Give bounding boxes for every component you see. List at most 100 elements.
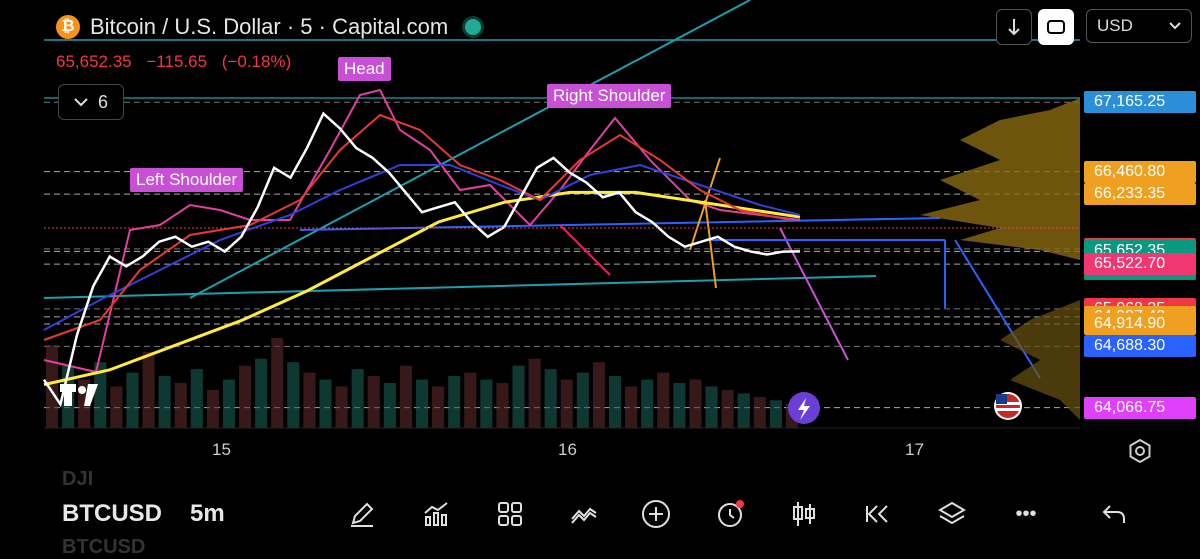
price-label-5[interactable]: 65,522.70	[1084, 253, 1196, 276]
volume-bar-43	[737, 393, 750, 428]
volume-bar-39	[673, 383, 686, 428]
alarm-icon	[718, 500, 744, 527]
market-status-icon	[462, 16, 485, 38]
volume-bar-37	[641, 379, 654, 428]
volume-bar-11	[222, 379, 236, 428]
annotation-left-shoulder[interactable]: Left Shoulder	[130, 168, 244, 192]
price-label-9[interactable]: 64,688.30	[1084, 335, 1196, 358]
timeframe[interactable]: 5m	[190, 500, 225, 527]
price-label-text: 64,066.75	[1094, 398, 1166, 416]
alerts-tool[interactable]	[712, 496, 748, 532]
layers-icon	[938, 501, 966, 525]
last-price: 65,652.35	[56, 52, 132, 71]
volume-bar-19	[351, 369, 364, 428]
volume-bar-25	[448, 376, 461, 428]
x-tick-16: 16	[558, 440, 577, 459]
price-label-8[interactable]: 64,914.90	[1084, 313, 1196, 336]
volume-bar-15	[287, 362, 300, 428]
volume-bar-32	[560, 379, 573, 428]
price-chart[interactable]	[0, 0, 1200, 482]
price-label-0[interactable]: 67,165.25	[1084, 91, 1196, 114]
volume-bar-4	[110, 386, 123, 428]
replay-tool[interactable]	[860, 496, 896, 532]
magenta-target-line[interactable]	[779, 227, 849, 361]
chevron-down-icon	[74, 98, 88, 107]
price-line[interactable]	[42, 111, 801, 408]
templates-tool[interactable]	[566, 496, 602, 532]
price-label-text: 64,914.90	[1094, 315, 1166, 333]
price-label-text: 66,460.80	[1094, 162, 1166, 180]
price-label-2[interactable]: 66,233.35	[1084, 183, 1196, 206]
volume-bar-3	[94, 362, 107, 428]
draw-tool[interactable]	[344, 496, 380, 532]
lightning-icon[interactable]	[788, 392, 820, 424]
x-tick-15: 15	[212, 440, 231, 459]
currency-select[interactable]: USD	[1086, 9, 1192, 43]
price-quote: 65,652.35 −115.65 (−0.18%)	[56, 52, 301, 72]
volume-bar-41	[705, 386, 718, 428]
trend-line-rising[interactable]	[189, 0, 751, 299]
annotation-right-shoulder[interactable]: Right Shoulder	[547, 84, 672, 108]
pattern-outline[interactable]	[43, 88, 801, 374]
volume-bar-30	[528, 358, 541, 428]
chevron-down-icon	[1169, 22, 1181, 30]
plus-circle-icon	[642, 500, 670, 528]
watchlist-prev[interactable]: DJI	[62, 468, 94, 490]
volume-bar-12	[239, 365, 252, 428]
indicators-count: 6	[97, 91, 108, 112]
chart-type-tool[interactable]	[786, 496, 822, 532]
price-label-10[interactable]: 64,066.75	[1084, 396, 1196, 419]
price-change-pct: (−0.18%)	[221, 52, 292, 71]
x-tick-17: 17	[905, 440, 924, 459]
add-tool[interactable]	[638, 496, 674, 532]
flag-us-icon[interactable]	[994, 392, 1022, 420]
volume-bar-17	[319, 379, 332, 428]
blue-target-line[interactable]	[954, 239, 1041, 379]
more-tool[interactable]: •••	[1008, 496, 1044, 532]
volume-profile	[920, 98, 1080, 420]
bottom-toolbar	[0, 482, 1200, 554]
download-button[interactable]	[996, 9, 1032, 45]
volume-bar-10	[206, 389, 219, 428]
volume-bar-31	[544, 369, 557, 428]
volume-bar-40	[689, 379, 702, 428]
settings-icon[interactable]	[1129, 438, 1151, 464]
volume-bar-9	[190, 369, 203, 428]
pink-target-line-1[interactable]	[559, 224, 611, 276]
volume-bar-33	[576, 372, 589, 428]
volume-bar-13	[255, 358, 268, 428]
ma-yellow-line[interactable]	[43, 190, 801, 387]
volume-bar-26	[464, 372, 477, 428]
replay-icon	[866, 505, 888, 523]
tradingview-logo	[60, 384, 98, 406]
fullscreen-button[interactable]	[1038, 9, 1074, 45]
symbol-title[interactable]: Bitcoin / U.S. Dollar · 5 · Capital.com	[90, 14, 449, 39]
symbol-name[interactable]: BTCUSD	[62, 500, 162, 527]
ma-blue-line[interactable]	[43, 163, 801, 331]
volume-bar-34	[592, 362, 605, 428]
apps-icon	[498, 502, 522, 526]
volume-bar-29	[512, 365, 525, 428]
apps-tool[interactable]	[492, 496, 528, 532]
price-label-1[interactable]: 66,460.80	[1084, 160, 1196, 183]
volume-bar-22	[399, 365, 412, 428]
volume-bar-5	[126, 372, 139, 428]
blue-channel-line[interactable]	[299, 217, 941, 231]
bitcoin-logo: ₿	[56, 15, 80, 39]
watchlist-next[interactable]: BTCUSD	[62, 536, 146, 558]
annotation-head[interactable]: Head	[338, 57, 391, 81]
fullscreen-icon	[1047, 20, 1065, 34]
price-label-text: 65,522.70	[1094, 255, 1166, 273]
layers-tool[interactable]	[934, 496, 970, 532]
volume-bar-16	[303, 372, 316, 428]
volume-bar-36	[625, 386, 638, 428]
volume-bar-7	[158, 376, 171, 428]
indicators-toggle[interactable]: 6	[58, 84, 124, 120]
undo-tool[interactable]	[1096, 496, 1132, 532]
price-change: −115.65	[146, 52, 208, 71]
orange-line-2[interactable]	[704, 199, 717, 289]
neckline[interactable]	[43, 275, 877, 299]
volume-bar-14	[271, 338, 284, 428]
volume-bar-18	[335, 386, 348, 428]
indicators-tool[interactable]	[418, 496, 454, 532]
